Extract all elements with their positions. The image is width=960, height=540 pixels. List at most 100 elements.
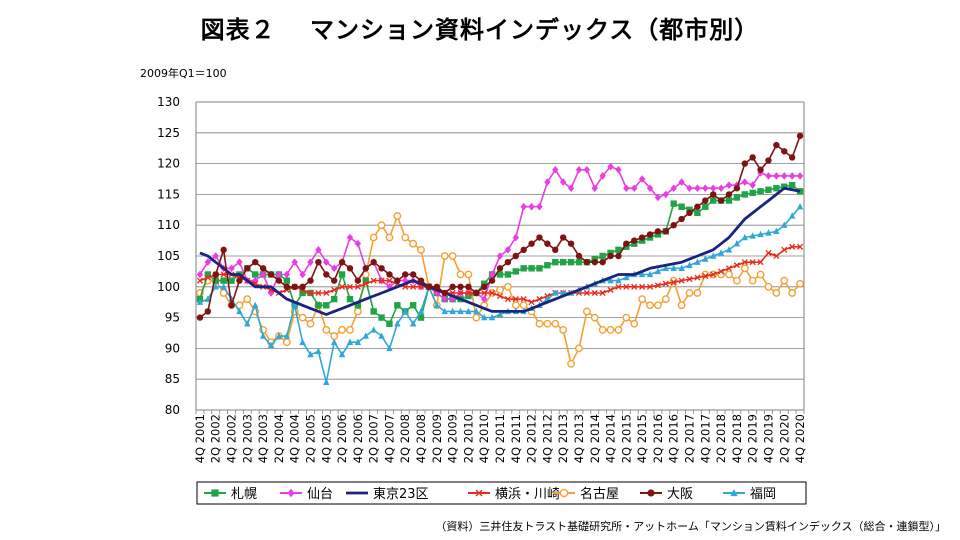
- data-point: [346, 283, 354, 290]
- data-point: [385, 233, 394, 242]
- data-point: [394, 277, 401, 284]
- data-point: [196, 298, 204, 305]
- data-point: [773, 185, 780, 192]
- x-tick-label: 4Q 2012: [540, 414, 554, 463]
- y-tick-label: 130: [157, 95, 180, 109]
- legend-label: 仙台: [307, 487, 333, 502]
- data-point: [417, 277, 425, 284]
- data-point: [520, 296, 527, 303]
- data-point: [756, 270, 765, 279]
- data-point: [725, 181, 733, 189]
- data-point: [749, 232, 756, 239]
- data-point: [236, 258, 243, 266]
- data-point: [315, 302, 322, 309]
- data-point: [330, 338, 338, 345]
- data-point: [228, 264, 235, 273]
- data-point: [788, 154, 796, 161]
- data-point: [528, 240, 535, 247]
- data-point: [465, 283, 472, 290]
- data-point: [788, 172, 796, 180]
- y-tick-label: 80: [165, 403, 180, 417]
- data-point: [369, 233, 378, 242]
- data-point: [631, 237, 638, 244]
- data-point: [788, 289, 797, 297]
- x-tick-label: 2Q 2014: [588, 414, 602, 463]
- data-point: [394, 320, 401, 327]
- data-point: [732, 276, 741, 285]
- data-point: [338, 350, 346, 358]
- data-point: [370, 258, 377, 266]
- data-point: [677, 301, 686, 310]
- data-point: [615, 283, 622, 290]
- data-point: [259, 332, 267, 339]
- data-point: [338, 271, 346, 278]
- data-point: [496, 285, 504, 294]
- data-point: [441, 289, 448, 297]
- data-point: [725, 197, 733, 204]
- data-point: [425, 283, 433, 290]
- data-point: [220, 283, 227, 290]
- data-point: [252, 301, 259, 308]
- source-note: （資料）三井住友トラスト基礎研究所・アットホーム「マンション賃料インデックス（総…: [435, 520, 946, 533]
- x-tick-label: 4Q 2006: [351, 414, 365, 463]
- x-tick-label: 2Q 2012: [525, 414, 539, 463]
- data-point: [528, 202, 535, 211]
- y-axis-ticks: 80 85 90 95 100 105 110 115 120 125 130: [157, 95, 180, 417]
- data-point: [567, 359, 575, 368]
- data-point: [575, 344, 583, 353]
- series-2: [199, 186, 801, 316]
- data-point: [204, 271, 212, 278]
- series-group: [196, 132, 804, 385]
- data-point: [607, 252, 614, 260]
- data-point: [765, 172, 772, 180]
- data-point: [339, 283, 346, 290]
- data-point: [196, 270, 204, 279]
- data-point: [488, 277, 496, 284]
- data-point: [291, 301, 298, 308]
- data-point: [725, 191, 733, 198]
- data-point: [693, 289, 702, 297]
- data-point: [654, 282, 661, 289]
- legend-item: 札幌: [204, 486, 257, 502]
- data-point: [448, 252, 457, 260]
- data-point: [362, 265, 369, 272]
- data-point: [654, 228, 662, 235]
- data-point: [323, 258, 330, 266]
- data-point: [552, 165, 559, 174]
- data-point: [496, 292, 504, 300]
- data-point: [607, 276, 614, 284]
- data-point: [748, 276, 757, 285]
- data-point: [543, 319, 552, 328]
- data-point: [489, 289, 496, 297]
- x-tick-label: 2Q 2013: [556, 414, 570, 463]
- data-point: [599, 289, 606, 297]
- data-point: [757, 230, 764, 238]
- data-point: [283, 283, 291, 290]
- data-point: [378, 332, 385, 339]
- data-point: [330, 264, 338, 273]
- data-point: [481, 313, 488, 321]
- data-point: [582, 307, 591, 316]
- data-point: [378, 265, 385, 272]
- data-point: [378, 314, 385, 321]
- data-point: [796, 279, 804, 288]
- x-tick-label: 2Q 2003: [240, 414, 254, 463]
- data-point: [512, 296, 519, 303]
- data-point: [409, 320, 417, 327]
- data-point: [457, 283, 464, 290]
- data-point: [346, 295, 354, 303]
- x-tick-label: 4Q 2016: [667, 414, 681, 463]
- data-point: [575, 252, 583, 260]
- data-point: [709, 184, 717, 193]
- x-tick-label: 2Q 2006: [335, 414, 349, 463]
- data-point: [212, 271, 219, 278]
- data-point: [623, 283, 630, 290]
- data-point: [346, 265, 354, 272]
- data-point: [599, 252, 606, 260]
- legend-item: 名古屋: [553, 486, 619, 502]
- grid: [195, 101, 805, 411]
- data-point: [228, 302, 235, 309]
- data-point: [615, 276, 622, 284]
- data-point: [520, 265, 527, 272]
- data-point: [315, 289, 322, 297]
